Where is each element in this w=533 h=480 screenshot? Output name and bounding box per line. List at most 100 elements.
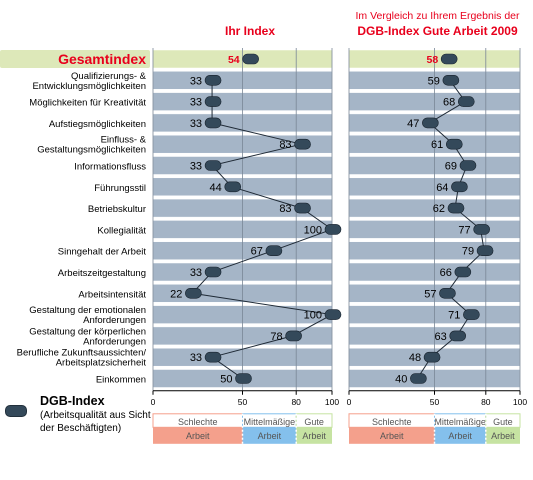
left-value-label: 44 [210, 182, 222, 194]
right-value-label: 79 [462, 246, 474, 258]
legend-description-line1: (Arbeitsqualität aus Sicht [40, 410, 151, 421]
left-value-label: 100 [304, 310, 322, 322]
category-label: Arbeitszeitgestaltung [58, 268, 146, 279]
left-marker-point [204, 75, 222, 86]
right-marker-point [423, 351, 441, 363]
left-value-label: 54 [228, 54, 240, 66]
right-value-label: 40 [395, 374, 407, 386]
right-marker-point [463, 309, 480, 320]
right-marker-point [439, 287, 456, 299]
left-marker-point [204, 351, 222, 363]
right-tick-label: 80 [481, 397, 491, 407]
left-value-label: 83 [279, 203, 291, 215]
left-value-label: 33 [190, 75, 202, 87]
right-marker-point [454, 266, 472, 278]
left-tick-label: 100 [325, 397, 339, 407]
category-label-line2: Entwicklungsmöglichkeiten [32, 81, 146, 92]
left-band-label-line2: Arbeit [186, 431, 210, 441]
right-marker-point [422, 117, 439, 129]
right-band-label-line2: Arbeit [491, 431, 515, 441]
category-label-line2: Anforderungen [83, 315, 146, 326]
right-value-label: 57 [424, 288, 436, 300]
left-marker-point [204, 266, 222, 278]
right-tick-label: 0 [347, 397, 352, 407]
left-band [242, 427, 297, 444]
left-marker-point [324, 224, 342, 235]
category-label: Möglichkeiten für Kreativität [29, 98, 146, 109]
left-tick-label: 80 [291, 397, 301, 407]
right-value-label: 62 [433, 203, 445, 215]
right-chart-title: DGB-Index Gute Arbeit 2009 [357, 24, 518, 38]
category-label: Aufstiegsmöglichkeiten [49, 119, 146, 130]
left-value-label: 33 [190, 161, 202, 173]
right-value-label: 66 [440, 267, 452, 279]
gesamtindex-label-bg [0, 50, 150, 68]
left-value-label: 83 [279, 139, 291, 151]
right-band [349, 427, 435, 444]
left-tick-label: 0 [151, 397, 156, 407]
right-value-label: 68 [443, 97, 455, 109]
category-label-line2: Gestaltungsmöglichkeiten [37, 145, 146, 156]
right-chart-subtitle: Im Vergleich zu Ihrem Ergebnis der [355, 10, 520, 22]
left-tick-label: 50 [238, 397, 248, 407]
left-value-label: 33 [190, 97, 202, 109]
category-label: Betriebskultur [88, 204, 146, 215]
right-value-label: 69 [445, 161, 457, 173]
left-marker-point [185, 287, 202, 299]
right-marker-point [473, 224, 490, 235]
right-value-label: 59 [428, 75, 440, 87]
right-band-label-line1: Schlechte [372, 417, 412, 427]
left-value-label: 33 [190, 267, 202, 279]
left-band [296, 427, 332, 444]
right-value-label: 77 [458, 224, 470, 236]
right-band [434, 427, 486, 444]
right-tick-label: 100 [513, 397, 527, 407]
left-marker-point [204, 160, 222, 171]
left-band-label-line1: Mittelmäßige [244, 417, 296, 427]
category-label-line2: Arbeitsplatzsicherheit [56, 358, 147, 369]
category-label: Einkommen [96, 375, 146, 386]
right-value-label: 61 [431, 139, 443, 151]
left-marker-point [204, 96, 222, 107]
left-value-label: 22 [170, 288, 182, 300]
left-band [153, 427, 243, 444]
category-label-line1: Qualifizierungs- & [71, 71, 147, 82]
right-marker-point [410, 373, 427, 384]
category-label-line1: Gestaltung der emotionalen [29, 305, 146, 316]
left-value-label: 78 [270, 331, 282, 343]
right-band-label-line2: Arbeit [380, 431, 404, 441]
right-tick-label: 50 [430, 397, 440, 407]
category-label: Arbeitsintensität [78, 289, 146, 300]
category-label-line1: Berufliche Zukunftsaussichten/ [17, 348, 147, 359]
left-value-label: 33 [190, 118, 202, 130]
right-marker-point [440, 53, 458, 65]
left-band-label-line1: Schlechte [178, 417, 218, 427]
category-label: Informationsfluss [74, 162, 146, 173]
left-marker-point [204, 117, 222, 129]
left-band-label-line1: Gute [304, 417, 324, 427]
left-value-label: 100 [304, 224, 322, 236]
legend-description: (Arbeitsqualität aus Sicht der Beschäfti… [40, 409, 160, 435]
right-band [485, 427, 520, 444]
right-marker-point [476, 245, 494, 256]
left-band-label-line2: Arbeit [258, 431, 282, 441]
category-label-line1: Gestaltung der körperlichen [29, 326, 146, 337]
right-marker-point [457, 96, 475, 107]
left-chart-title: Ihr Index [224, 24, 275, 38]
left-marker-point [265, 245, 283, 256]
category-label: Führungsstil [94, 183, 146, 194]
right-marker-point [442, 75, 460, 86]
left-marker-point [235, 373, 252, 384]
right-value-label: 63 [434, 331, 446, 343]
left-marker-point [285, 330, 302, 342]
category-label-gesamtindex: Gesamtindex [58, 51, 146, 67]
right-value-label: 71 [448, 310, 460, 322]
left-marker-point [242, 53, 259, 65]
right-value-label: 58 [426, 54, 438, 66]
right-marker-point [459, 160, 477, 171]
left-value-label: 33 [190, 352, 202, 364]
left-marker-point [294, 202, 311, 214]
legend-marker-icon [5, 405, 27, 417]
right-band-label-line2: Arbeit [448, 431, 472, 441]
